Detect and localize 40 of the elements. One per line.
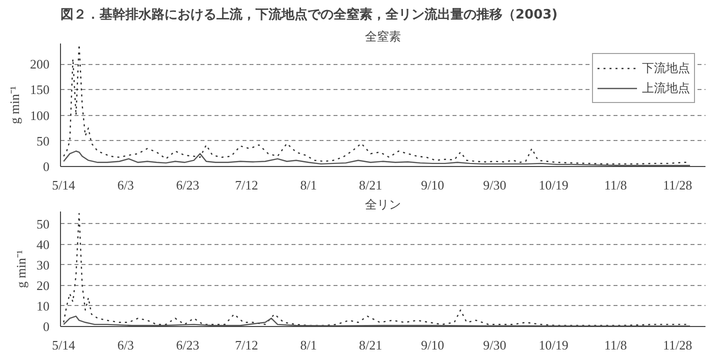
x-tick-label: 11/28 — [663, 178, 692, 192]
x-tick-label: 7/12 — [235, 338, 258, 352]
x-tick-label: 9/30 — [483, 178, 506, 192]
x-tick-label: 5/14 — [52, 178, 76, 192]
x-tick-label: 8/21 — [359, 178, 382, 192]
y-tick-label: 20 — [36, 278, 50, 293]
y-tick-label: 30 — [36, 257, 50, 272]
x-tick-label: 8/1 — [300, 178, 317, 192]
x-tick-label: 10/19 — [538, 338, 568, 352]
chart-title: 全リン — [365, 198, 401, 212]
x-tick-label: 7/12 — [235, 178, 258, 192]
y-tick-label: 50 — [36, 133, 50, 148]
y-tick-label: 150 — [30, 82, 50, 98]
y-axis-title: g min⁻¹ — [7, 86, 22, 124]
x-tick-label: 6/3 — [117, 178, 134, 192]
x-tick-label: 11/8 — [604, 178, 627, 192]
y-tick-label: 100 — [30, 108, 50, 123]
y-tick-label: 0 — [43, 319, 50, 334]
y-tick-label: 50 — [36, 216, 50, 232]
legend-label: 下流地点 — [642, 60, 690, 76]
x-tick-label: 6/23 — [176, 338, 200, 352]
y-tick-label: 10 — [36, 298, 50, 314]
y-tick-label: 40 — [36, 236, 50, 252]
chart-subtitle: 全窒素 — [365, 30, 401, 44]
y-tick-label: 0 — [43, 159, 50, 174]
x-tick-label: 5/14 — [52, 338, 76, 352]
x-tick-label: 6/23 — [176, 178, 200, 192]
x-tick-label: 9/30 — [483, 338, 506, 352]
x-tick-label: 8/21 — [359, 338, 382, 352]
x-tick-label: 10/19 — [538, 178, 568, 192]
chart-title: 図２．基幹排水路における上流，下流地点での全窒素，全リン流出量の推移（2003) — [60, 6, 558, 22]
x-tick-label: 11/8 — [604, 338, 627, 352]
y-tick-label: 200 — [30, 56, 50, 72]
x-tick-label: 11/28 — [663, 338, 692, 352]
x-tick-label: 9/10 — [421, 338, 444, 352]
y-axis-title: g min⁻¹ — [14, 250, 28, 288]
x-tick-label: 8/1 — [300, 338, 317, 352]
x-tick-label: 6/3 — [117, 338, 134, 352]
x-tick-label: 9/10 — [421, 178, 444, 192]
legend-label: 上流地点 — [642, 80, 690, 96]
